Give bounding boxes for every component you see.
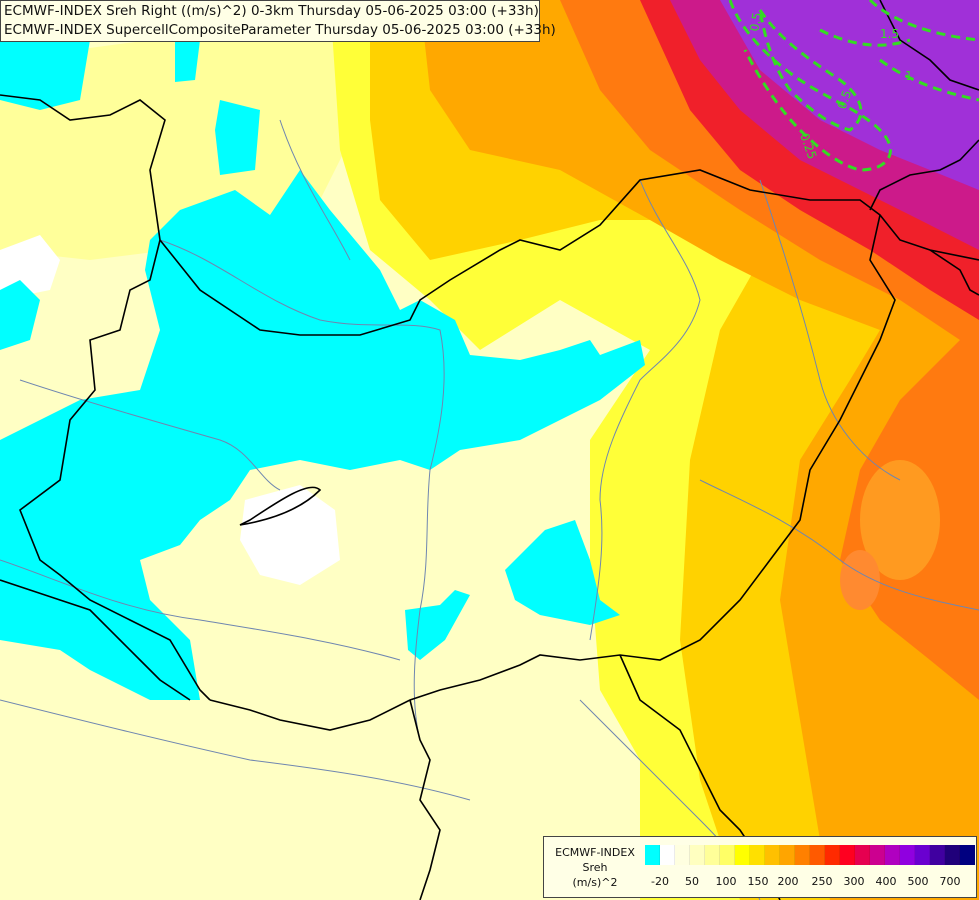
field-orange-spot-1 (860, 460, 940, 580)
legend-swatch (705, 845, 720, 865)
river-tisza (589, 179, 701, 641)
scp-contour-ne-2 (879, 58, 979, 102)
field-cyan-west-edge (0, 280, 40, 350)
scp-label-3: 1 (905, 69, 913, 83)
border-serbia (409, 699, 441, 900)
legend-swatch (690, 845, 705, 865)
map-title-line-2: ECMWF-INDEX SupercellCompositeParameter … (4, 22, 556, 38)
scp-label-2: 1.5 (880, 27, 899, 41)
legend-swatch (660, 845, 675, 865)
border-west (19, 239, 211, 701)
legend-swatch (855, 845, 870, 865)
legend-swatch (900, 845, 915, 865)
scp-contour-inner (758, 9, 863, 132)
field-purple (720, 0, 979, 190)
legend-swatch (945, 845, 960, 865)
border-lake (239, 486, 322, 526)
field-pale-yellow-north (0, 0, 360, 260)
legend-swatch (960, 845, 975, 865)
border-north (0, 94, 979, 336)
field-cyan-south-2 (405, 590, 470, 660)
field-cyan-main (0, 170, 645, 700)
scp-contours (728, 0, 979, 172)
legend-swatch (915, 845, 930, 865)
legend-tick-label: 300 (843, 875, 865, 888)
border-northeast (879, 0, 979, 91)
river-drava (0, 559, 401, 661)
border-croatia (0, 579, 191, 701)
legend-swatch (840, 845, 855, 865)
map-title-line-1: ECMWF-INDEX Sreh Right ((m/s)^2) 0-3km T… (4, 3, 539, 19)
legend-tick-label: 50 (685, 875, 699, 888)
legend-swatch (735, 845, 750, 865)
border-east-romania (929, 249, 979, 296)
scp-label-1: 0.5 (747, 11, 764, 32)
legend-swatch (720, 845, 735, 865)
legend-swatch (885, 845, 900, 865)
legend-tick-label: 150 (747, 875, 769, 888)
rivers (0, 119, 979, 900)
river-sava (0, 699, 471, 801)
river-east-2 (699, 479, 979, 611)
river-east-1 (759, 179, 901, 481)
legend-tick-label: 200 (777, 875, 799, 888)
legend-tick-label: 500 (907, 875, 929, 888)
field-cyan-north-2 (175, 40, 200, 82)
legend-tick-label: 400 (875, 875, 897, 888)
river-north-1 (279, 119, 351, 261)
legend-tick-label: -20 (651, 875, 669, 888)
legend-swatch (930, 845, 945, 865)
field-orange-spot-2 (840, 550, 880, 610)
legend-swatch (810, 845, 825, 865)
legend-swatch (750, 845, 765, 865)
river-danube (159, 239, 445, 741)
legend-swatch (675, 845, 690, 865)
scp-contour-outer (728, 0, 892, 172)
legend-swatch (795, 845, 810, 865)
legend-tick-label: 700 (939, 875, 961, 888)
scp-label-4: 0.5 (835, 88, 855, 111)
color-legend: ECMWF-INDEX Sreh (m/s)^2 -20 50 100 150 200 2… (543, 836, 977, 898)
river-west-1 (19, 379, 281, 491)
legend-swatch (825, 845, 840, 865)
legend-tick-label: 250 (811, 875, 833, 888)
map-title-box: ECMWF-INDEX Sreh Right ((m/s)^2) 0-3km T… (0, 0, 556, 42)
legend-title-line-2: Sreh (582, 861, 608, 874)
legend-swatch (765, 845, 780, 865)
legend-title-line-3: (m/s)^2 (572, 876, 618, 889)
field-cyan-northwest (0, 40, 90, 110)
legend-tick-label: 100 (715, 875, 737, 888)
scp-contour-ne-3 (819, 28, 911, 47)
field-cyan-south (505, 520, 620, 625)
legend-swatch (780, 845, 795, 865)
legend-swatch (870, 845, 885, 865)
legend-swatch (645, 845, 660, 865)
border-hungary-east (209, 214, 896, 731)
legend-color-bar (645, 845, 975, 865)
legend-title-line-1: ECMWF-INDEX (555, 846, 635, 859)
scp-contour-ne (868, 0, 979, 42)
field-cyan-north (215, 100, 260, 175)
legend-title: ECMWF-INDEX Sreh (m/s)^2 (548, 845, 642, 890)
border-ukraine (869, 139, 979, 211)
